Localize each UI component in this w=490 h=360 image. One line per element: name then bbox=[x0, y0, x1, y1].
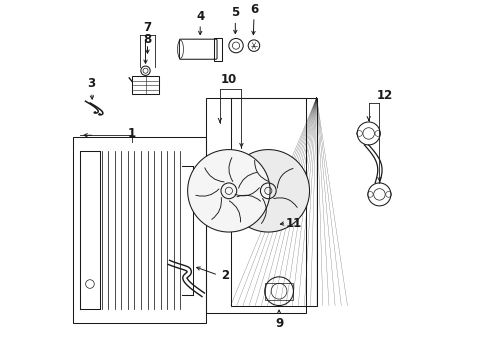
Circle shape bbox=[227, 150, 310, 232]
Text: 3: 3 bbox=[88, 77, 96, 90]
Text: 11: 11 bbox=[285, 217, 301, 230]
Bar bbox=[73, 137, 206, 323]
FancyArrowPatch shape bbox=[277, 168, 293, 188]
FancyArrowPatch shape bbox=[255, 160, 269, 181]
FancyArrowPatch shape bbox=[229, 201, 241, 222]
FancyArrowPatch shape bbox=[274, 198, 297, 207]
Bar bbox=[265, 283, 294, 300]
Text: 2: 2 bbox=[221, 269, 229, 282]
Text: 10: 10 bbox=[220, 73, 237, 86]
Bar bbox=[206, 98, 306, 313]
Text: 6: 6 bbox=[250, 3, 258, 15]
FancyArrowPatch shape bbox=[237, 195, 261, 201]
FancyArrowPatch shape bbox=[262, 198, 266, 224]
Text: 1: 1 bbox=[128, 127, 136, 140]
Circle shape bbox=[188, 150, 270, 232]
Text: 8: 8 bbox=[144, 33, 151, 46]
FancyArrowPatch shape bbox=[235, 188, 259, 196]
Text: 5: 5 bbox=[231, 6, 240, 19]
FancyArrowPatch shape bbox=[205, 168, 224, 182]
Bar bbox=[231, 98, 317, 306]
Text: 9: 9 bbox=[275, 317, 283, 330]
Bar bbox=[214, 37, 222, 61]
FancyArrowPatch shape bbox=[229, 158, 233, 181]
FancyArrowPatch shape bbox=[212, 197, 221, 219]
Text: 12: 12 bbox=[377, 89, 393, 102]
Text: 4: 4 bbox=[196, 10, 204, 23]
FancyArrowPatch shape bbox=[196, 189, 219, 196]
Text: 7: 7 bbox=[144, 21, 151, 34]
FancyArrowPatch shape bbox=[239, 172, 257, 188]
Bar bbox=[132, 76, 159, 94]
